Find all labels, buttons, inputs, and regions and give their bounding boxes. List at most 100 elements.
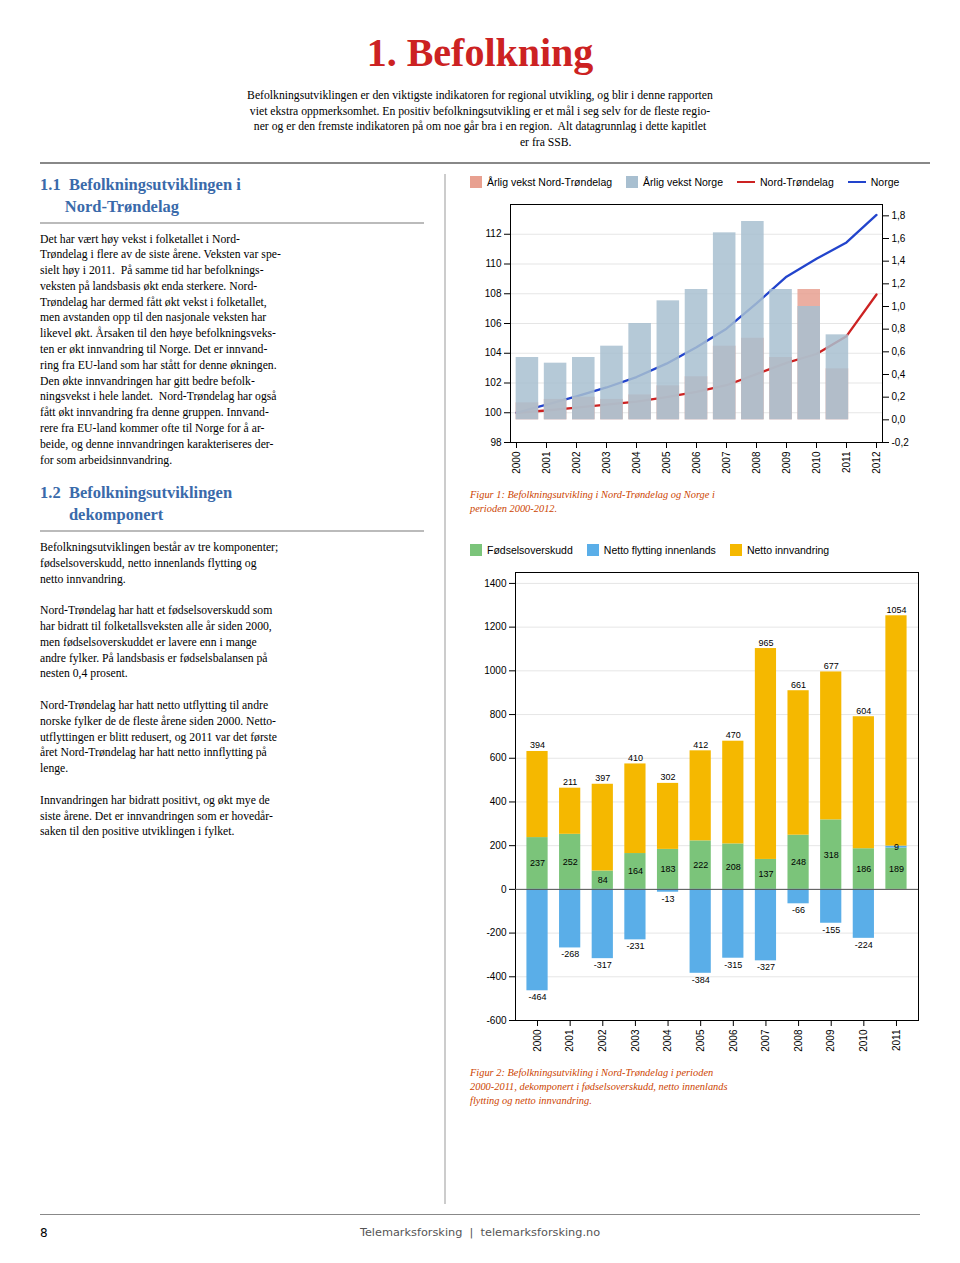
svg-text:1,6: 1,6 — [892, 233, 906, 244]
svg-text:102: 102 — [485, 377, 502, 388]
svg-text:211: 211 — [563, 777, 577, 787]
svg-text:0,2: 0,2 — [892, 391, 906, 402]
svg-text:1400: 1400 — [484, 578, 507, 589]
svg-text:104: 104 — [485, 347, 502, 358]
svg-text:2006: 2006 — [728, 1029, 739, 1052]
svg-text:397: 397 — [595, 773, 610, 783]
svg-text:2001: 2001 — [541, 451, 552, 474]
svg-text:108: 108 — [485, 288, 502, 299]
html-text:Det har vært høy vekst i folke: Det har vært høy vekst i folketallet i N… — [40, 232, 240, 246]
svg-text:0,0: 0,0 — [892, 414, 906, 425]
svg-text:2006: 2006 — [691, 451, 702, 474]
svg-text:0,6: 0,6 — [892, 346, 906, 357]
svg-text:137: 137 — [758, 869, 773, 879]
svg-text:-231: -231 — [626, 941, 644, 951]
svg-text:2000: 2000 — [511, 451, 522, 474]
html-text:1. Befolkning: 1. Befolkning — [366, 30, 594, 75]
html-text:1.2 Befolkningsutviklingen: 1.2 Befolkningsutviklingen — [40, 483, 233, 503]
svg-text:-317: -317 — [594, 960, 612, 970]
svg-text:-13: -13 — [662, 894, 675, 904]
svg-text:800: 800 — [490, 709, 507, 720]
svg-text:237: 237 — [530, 858, 545, 868]
svg-text:400: 400 — [490, 796, 507, 807]
svg-text:-0,2: -0,2 — [892, 437, 910, 448]
svg-text:1000: 1000 — [484, 665, 507, 676]
svg-text:604: 604 — [856, 706, 871, 716]
svg-text:2010: 2010 — [811, 451, 822, 474]
svg-text:2005: 2005 — [695, 1029, 706, 1052]
svg-text:410: 410 — [628, 753, 643, 763]
svg-text:0,8: 0,8 — [892, 323, 906, 334]
svg-text:-464: -464 — [529, 992, 547, 1002]
svg-text:2008: 2008 — [793, 1029, 804, 1052]
svg-text:2011: 2011 — [891, 1029, 902, 1051]
html-text:viet ekstra oppmerksomhet. En: viet ekstra oppmerksomhet. En positiv be… — [249, 104, 711, 118]
svg-text:2010: 2010 — [858, 1029, 869, 1052]
svg-text:-327: -327 — [757, 962, 775, 972]
svg-text:2004: 2004 — [662, 1029, 673, 1052]
svg-text:2008: 2008 — [751, 451, 762, 474]
svg-text:2001: 2001 — [564, 1029, 575, 1052]
svg-text:2007: 2007 — [760, 1029, 771, 1052]
svg-text:-155: -155 — [822, 925, 840, 935]
svg-text:98: 98 — [490, 437, 502, 448]
svg-text:2009: 2009 — [781, 451, 792, 474]
svg-text:-200: -200 — [486, 927, 506, 938]
svg-text:9: 9 — [894, 842, 899, 852]
svg-text:318: 318 — [824, 850, 839, 860]
svg-text:-600: -600 — [486, 1015, 506, 1026]
svg-text:110: 110 — [486, 258, 502, 269]
svg-text:-315: -315 — [724, 960, 742, 970]
svg-text:1,4: 1,4 — [892, 255, 906, 266]
svg-text:189: 189 — [889, 864, 904, 874]
svg-text:2000: 2000 — [532, 1029, 543, 1052]
svg-text:2007: 2007 — [721, 451, 732, 474]
svg-text:677: 677 — [824, 661, 839, 671]
svg-text:-224: -224 — [855, 940, 873, 950]
svg-text:0,4: 0,4 — [892, 369, 906, 380]
svg-text:252: 252 — [563, 857, 578, 867]
html-text:1.1 Befolkningsutviklingen i: 1.1 Befolkningsutviklingen i — [40, 175, 241, 194]
svg-text:2005: 2005 — [661, 451, 672, 474]
svg-text:302: 302 — [661, 772, 676, 782]
svg-text:112: 112 — [486, 228, 502, 239]
svg-text:2002: 2002 — [571, 451, 582, 474]
svg-text:2003: 2003 — [601, 451, 612, 474]
svg-text:0: 0 — [501, 884, 507, 895]
svg-text:2012: 2012 — [871, 451, 882, 474]
svg-text:1,2: 1,2 — [892, 278, 906, 289]
html-text:Trøndelag i flere av de siste: Trøndelag i flere av de siste årene. Vek… — [40, 248, 281, 262]
svg-text:2009: 2009 — [825, 1029, 836, 1052]
svg-text:-268: -268 — [561, 949, 579, 959]
html-text:dekomponert: dekomponert — [40, 505, 164, 525]
svg-text:2002: 2002 — [597, 1029, 608, 1052]
svg-text:-66: -66 — [792, 905, 805, 915]
svg-text:-384: -384 — [692, 975, 710, 985]
svg-text:1,0: 1,0 — [892, 301, 906, 312]
svg-text:2003: 2003 — [630, 1029, 641, 1052]
svg-text:394: 394 — [530, 740, 545, 750]
svg-text:200: 200 — [490, 840, 507, 851]
svg-text:248: 248 — [791, 857, 806, 867]
svg-text:106: 106 — [485, 318, 502, 329]
svg-text:186: 186 — [856, 864, 871, 874]
svg-text:661: 661 — [791, 680, 806, 690]
svg-text:600: 600 — [490, 752, 507, 763]
svg-text:965: 965 — [758, 638, 773, 648]
svg-text:1054: 1054 — [886, 605, 906, 615]
html-text:er fra SSB.: er fra SSB. — [388, 135, 572, 149]
svg-text:470: 470 — [726, 730, 741, 740]
svg-text:222: 222 — [693, 860, 708, 870]
svg-text:-400: -400 — [486, 971, 506, 982]
svg-text:412: 412 — [693, 740, 708, 750]
svg-text:164: 164 — [628, 866, 643, 876]
html-text:Nord-Trøndelag: Nord-Trøndelag — [40, 197, 179, 216]
svg-text:1,8: 1,8 — [892, 210, 906, 221]
svg-text:1200: 1200 — [484, 621, 507, 632]
svg-text:100: 100 — [485, 407, 502, 418]
svg-text:183: 183 — [661, 864, 676, 874]
svg-text:2004: 2004 — [631, 451, 642, 474]
svg-text:84: 84 — [598, 875, 608, 885]
svg-text:2011: 2011 — [841, 451, 852, 473]
svg-text:208: 208 — [726, 862, 741, 872]
